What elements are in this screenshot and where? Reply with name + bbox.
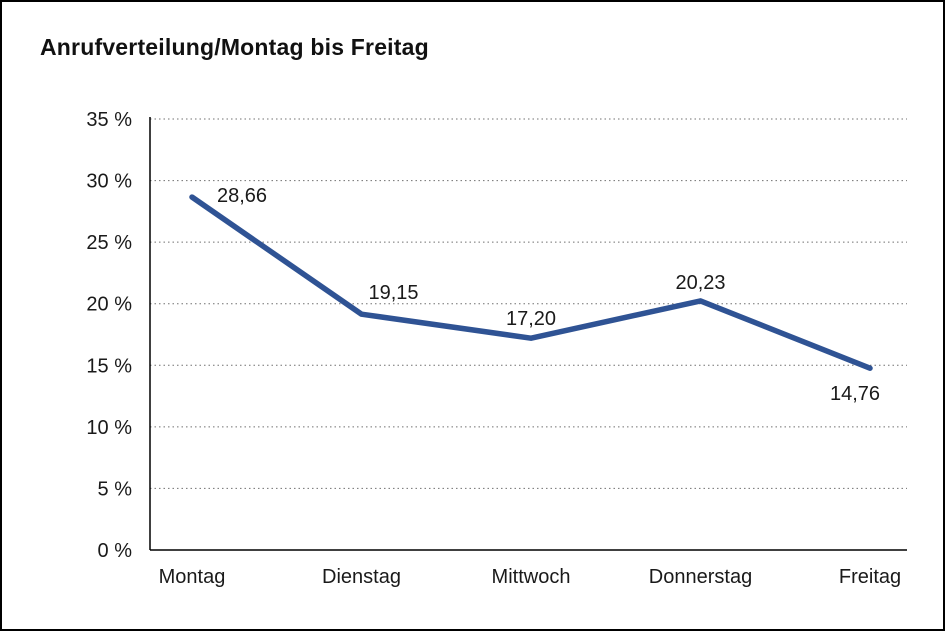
x-tick-label: Freitag [839, 566, 901, 588]
y-tick-label: 5 % [98, 478, 133, 500]
data-point-label: 19,15 [368, 282, 418, 304]
y-tick-label: 15 % [86, 355, 132, 377]
chart-title: Anrufverteilung/Montag bis Freitag [40, 34, 429, 60]
data-point-label: 14,76 [830, 383, 880, 405]
y-tick-label: 0 % [98, 540, 133, 562]
data-point-label: 20,23 [675, 272, 725, 294]
data-line [189, 194, 873, 371]
y-tick-label: 20 % [86, 294, 132, 316]
x-tick-label: Dienstag [322, 566, 401, 588]
y-tick-label: 10 % [86, 417, 132, 439]
data-point-label: 17,20 [506, 308, 556, 330]
x-tick-label: Donnerstag [649, 566, 752, 588]
x-tick-label: Mittwoch [492, 566, 571, 588]
y-tick-label: 30 % [86, 171, 132, 193]
y-tick-label: 35 % [86, 109, 132, 131]
x-tick-label: Montag [159, 566, 226, 588]
data-point-label: 28,66 [217, 185, 267, 207]
y-tick-label: 25 % [86, 232, 132, 254]
